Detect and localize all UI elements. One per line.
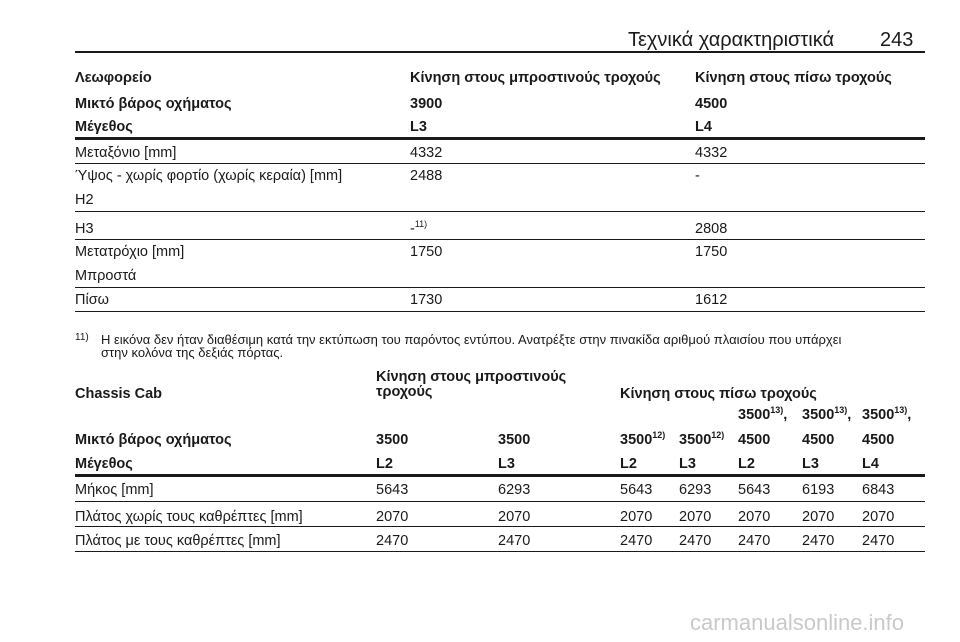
t1-row-divider — [75, 163, 925, 164]
page-title: Τεχνικά χαρακτηριστικά — [628, 29, 835, 51]
t2-cell: 2070 — [620, 509, 653, 525]
t2-front-header-line1: Κίνηση στους μπροστινούς — [376, 369, 567, 385]
t1-col-header-front: Κίνηση στους μπροστινούς τροχούς — [410, 70, 661, 86]
t1-weight-rear: 4500 — [695, 96, 728, 112]
t2-cell: 2470 — [620, 533, 653, 549]
t2-cell: 5643 — [738, 482, 771, 498]
t1-row-divider — [75, 287, 925, 288]
t2-cell: 6193 — [802, 482, 835, 498]
t1-size-front: L3 — [410, 119, 427, 135]
t2-row-divider — [75, 551, 925, 552]
t2-size-value: L2 — [738, 456, 755, 472]
t2-weight-value: 4500 — [862, 432, 895, 448]
t2-size-value: L3 — [498, 456, 515, 472]
t2-weight-value: 350012) — [679, 430, 725, 449]
t2-row-width-label: Πλάτος χωρίς τους καθρέπτες [mm] — [75, 509, 303, 525]
t1-row-height-front: 2488 — [410, 168, 443, 184]
t2-weight-alt: 350013), — [862, 405, 912, 424]
t1-row-divider — [75, 311, 925, 312]
t2-cell: 2070 — [679, 509, 712, 525]
header-rule — [75, 51, 925, 53]
footnote-line2: στην κολόνα της δεξιάς πόρτας. — [101, 345, 284, 360]
t1-row-height-label: Ύψος - χωρίς φορτίο (χωρίς κεραία) [mm] — [75, 168, 343, 184]
t1-row-track-front: 1750 — [410, 244, 443, 260]
t2-weight-value: 3500 — [498, 432, 531, 448]
t2-cell: 6293 — [679, 482, 712, 498]
t2-cell: 2070 — [738, 509, 771, 525]
t2-size-value: L2 — [376, 456, 393, 472]
t1-row-divider — [75, 211, 925, 212]
t1-row-divider — [75, 239, 925, 240]
t2-row-length-label: Μήκος [mm] — [75, 482, 154, 498]
t2-cell: 2470 — [802, 533, 835, 549]
t1-col-header-bus: Λεωφορείο — [75, 70, 152, 86]
t2-size-value: L3 — [679, 456, 696, 472]
t2-cell: 6843 — [862, 482, 895, 498]
t2-size-value: L4 — [862, 456, 879, 472]
t2-row-divider — [75, 501, 925, 502]
t2-row-divider — [75, 526, 925, 527]
t1-row-track-sublabel: Μπροστά — [75, 268, 137, 284]
t1-row-h3-label: H3 — [75, 221, 94, 237]
t2-cell: 2470 — [738, 533, 771, 549]
t2-cell: 2470 — [376, 533, 409, 549]
t2-size-value: L2 — [620, 456, 637, 472]
t2-cell: 2470 — [498, 533, 531, 549]
t1-weight-label: Μικτό βάρος οχήματος — [75, 96, 232, 112]
t1-weight-front: 3900 — [410, 96, 443, 112]
t2-header-rule — [75, 474, 925, 477]
t2-size-value: L3 — [802, 456, 819, 472]
t2-cell: 2070 — [498, 509, 531, 525]
t2-front-header-line2: τροχούς — [376, 384, 433, 400]
t1-row-wheelbase-rear: 4332 — [695, 145, 728, 161]
t2-weight-label: Μικτό βάρος οχήματος — [75, 432, 232, 448]
t2-weight-value: 3500 — [376, 432, 409, 448]
t2-cell: 2470 — [679, 533, 712, 549]
t2-weight-alt: 350013), — [738, 405, 788, 424]
t1-row-h3-rear: 2808 — [695, 221, 728, 237]
t1-size-rear: L4 — [695, 119, 712, 135]
t1-header-rule — [75, 137, 925, 140]
t2-cell: 6293 — [498, 482, 531, 498]
t1-row-height-sublabel: H2 — [75, 192, 94, 208]
t2-cell: 5643 — [620, 482, 653, 498]
page-number: 243 — [880, 29, 914, 51]
footnote-marker: 11) — [75, 332, 89, 343]
t2-size-label: Μέγεθος — [75, 456, 133, 472]
t2-weight-value: 350012) — [620, 430, 666, 449]
t2-cell: 2070 — [862, 509, 895, 525]
t2-row-width-mirrors-label: Πλάτος με τους καθρέπτες [mm] — [75, 533, 281, 549]
t2-cell: 5643 — [376, 482, 409, 498]
t1-row-track-label: Μετατρόχιο [mm] — [75, 244, 185, 260]
t2-weight-value: 4500 — [802, 432, 835, 448]
t1-row-h3-front: -11) — [410, 219, 428, 238]
t1-row-track-rear: 1750 — [695, 244, 728, 260]
t2-cell: 2070 — [802, 509, 835, 525]
t1-row-reartrack-front: 1730 — [410, 292, 443, 308]
t2-rear-header: Κίνηση στους πίσω τροχούς — [620, 386, 817, 402]
watermark: carmanualsonline.info — [690, 610, 905, 635]
t1-row-height-rear: - — [695, 168, 700, 184]
t1-row-wheelbase-front: 4332 — [410, 145, 443, 161]
t2-cell: 2070 — [376, 509, 409, 525]
t1-col-header-rear: Κίνηση στους πίσω τροχούς — [695, 70, 892, 86]
t2-cell: 2470 — [862, 533, 895, 549]
footnote-ref: 11) — [414, 219, 428, 229]
footnote-line1: Η εικόνα δεν ήταν διαθέσιμη κατά την εκτ… — [101, 332, 842, 347]
t1-row-reartrack-label: Πίσω — [75, 292, 109, 308]
t2-weight-alt: 350013), — [802, 405, 852, 424]
t1-size-label: Μέγεθος — [75, 119, 133, 135]
t2-weight-value: 4500 — [738, 432, 771, 448]
t1-row-reartrack-rear: 1612 — [695, 292, 728, 308]
t1-row-wheelbase-label: Μεταξόνιο [mm] — [75, 145, 177, 161]
t2-title: Chassis Cab — [75, 386, 163, 402]
